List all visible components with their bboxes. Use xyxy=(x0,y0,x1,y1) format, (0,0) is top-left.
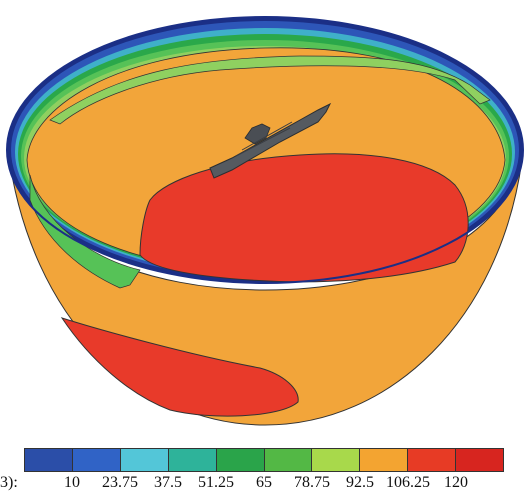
outer-hot-region xyxy=(60,317,299,417)
legend-unit-label: 3): xyxy=(0,474,18,491)
legend-tick-label: 37.5 xyxy=(154,474,182,491)
legend-tick-label: 23.75 xyxy=(102,474,138,491)
legend-tick-label: 65 xyxy=(256,474,272,491)
inner-left-contour xyxy=(29,174,141,289)
legend-tick-label: 78.75 xyxy=(294,474,330,491)
legend-swatch xyxy=(72,449,121,471)
legend-tick-label: 51.25 xyxy=(198,474,234,491)
legend-color-bar xyxy=(24,448,504,472)
rim-outline xyxy=(6,16,524,284)
legend-swatch xyxy=(216,449,265,471)
ship-hull xyxy=(209,102,332,179)
hemisphere-bowl-diagram xyxy=(6,16,524,426)
legend-tick-label: 10 xyxy=(64,474,80,491)
legend-swatch xyxy=(25,449,73,471)
color-legend: 3): 10 23.75 37.5 51.25 65 78.75 92.5 106.25 120 xyxy=(0,440,526,497)
legend-swatch xyxy=(264,449,313,471)
legend-swatch xyxy=(360,449,409,471)
legend-swatch xyxy=(312,449,361,471)
ship-deck-detail xyxy=(235,121,293,157)
inner-top-contour xyxy=(49,55,491,125)
legend-tick-label: 106.25 xyxy=(386,474,430,491)
inner-hot-region xyxy=(139,153,469,283)
legend-swatch xyxy=(120,449,169,471)
legend-tick-label: 120 xyxy=(444,474,468,491)
ship-superstructure xyxy=(244,123,271,145)
legend-swatch xyxy=(456,449,504,471)
legend-swatch xyxy=(168,449,217,471)
ship-model xyxy=(209,102,332,179)
legend-tick-label: 92.5 xyxy=(346,474,374,491)
legend-swatch xyxy=(408,449,457,471)
